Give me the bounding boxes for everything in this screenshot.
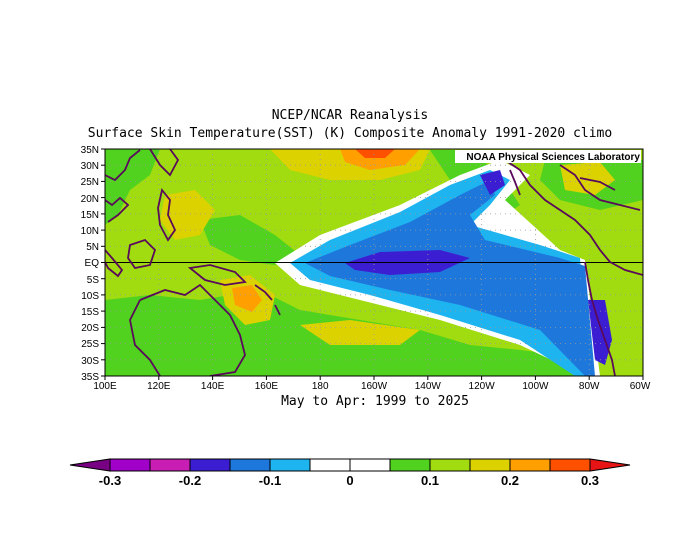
colorbar-box [349,458,391,472]
red-north [355,149,395,158]
colorbar-box [469,458,511,472]
lat-label: 5N [86,242,99,253]
lon-labels: 100E 120E 140E 160E 180 160W 140W 120W 1… [93,381,651,392]
chart-title: NCEP/NCAR Reanalysis [271,108,429,123]
lon-label: 160E [255,381,279,392]
colorbar-box [149,458,191,472]
colorbar-tick-label: -0.2 [179,473,201,488]
lon-label: 120E [147,381,171,392]
green-west-pacific [105,149,160,225]
lat-label: 35S [81,372,99,383]
lat-label: 20N [81,194,99,205]
medium-blue-tongue [305,180,595,376]
colorbar-boxes [69,458,631,472]
south-america-west [584,261,616,376]
south-america-east [609,261,643,276]
australia [129,283,246,376]
lon-label: 180 [312,381,329,392]
colorbar-tick-label: 0.1 [421,473,439,488]
lon-label: 120W [469,381,496,392]
dark-blue-east [588,300,612,365]
yellow-caribbean [560,162,615,195]
credit-label: NOAA Physical Sciences Laboratory [466,152,640,163]
colorbar-tick-label: 0 [346,473,353,488]
colorbar-box [509,458,551,472]
orange-sw [232,285,262,312]
anomaly-map: NOAA Physical Sciences Laboratory 35N 30… [81,145,651,392]
colorbar-box [229,458,271,472]
lat-label: 15S [81,307,99,318]
solomons [254,284,281,316]
lat-label: 10N [81,226,99,237]
lat-label: 5S [87,275,100,286]
lon-tick-marks [104,376,644,380]
lon-label: 140W [415,381,442,392]
colorbar-box [109,458,151,472]
orange-north [340,149,420,170]
lat-label: 10S [81,291,99,302]
dark-blue-north [480,170,505,195]
lat-label: 15N [81,210,99,221]
colorbar-box [549,458,591,472]
lon-label: 160W [361,381,388,392]
lat-label: 30N [81,161,99,172]
central-america-east [559,164,641,211]
lat-label: 20S [81,323,99,334]
lat-label: 25N [81,177,99,188]
chart-subtitle: Surface Skin Temperature(SST) (K) Compos… [87,126,613,141]
lat-labels: 35N 30N 25N 20N 15N 10N 5N EQ 5S 10S 15S… [81,145,100,383]
colorbar-under-triangle [69,458,111,472]
sumatra [105,249,124,278]
colorbar-box [269,458,311,472]
cuba [579,177,616,191]
colorbar-box [189,458,231,472]
colorbar-tick-label: -0.3 [99,473,121,488]
lat-label: EQ [85,258,100,269]
lon-label: 140E [201,381,225,392]
colorbar-over-triangle [589,458,631,472]
borneo [127,238,157,269]
colorbar-box [389,458,431,472]
lon-label: 60W [630,381,651,392]
americas-north [504,159,611,263]
colorbar-tick-label: -0.1 [259,473,281,488]
philippines [157,187,177,242]
colorbar-tick-label: 0.2 [501,473,519,488]
coastlines [105,149,643,376]
asia-coast [105,149,141,223]
new-guinea [187,264,247,286]
colorbar-labels: -0.3 -0.2 -0.1 0 0.1 0.2 0.3 [99,473,599,488]
lon-label: 100E [93,381,117,392]
green-central [200,215,300,265]
japan [149,149,180,177]
lat-label: 35N [81,145,99,156]
baja [509,169,521,196]
lat-tick-marks [101,148,105,377]
lon-label: 80W [579,381,600,392]
lat-label: 30S [81,356,99,367]
lat-label: 25S [81,339,99,350]
credit-background [455,150,641,163]
colorbar-box [309,458,351,472]
yellow-south-central [300,320,420,345]
period-label: May to Apr: 1999 to 2025 [281,394,469,409]
colorbar-tick-label: 0.3 [581,473,599,488]
colorbar-box [429,458,471,472]
lon-label: 100W [522,381,549,392]
